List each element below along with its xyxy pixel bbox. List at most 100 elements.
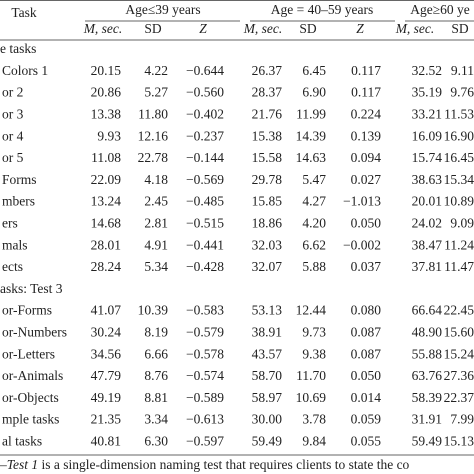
cell: −0.574 [186, 368, 224, 383]
cell: 8.81 [144, 390, 168, 405]
cell: 4.18 [144, 172, 168, 187]
row-label: or 5 [2, 150, 24, 165]
cell: 48.90 [412, 324, 443, 339]
cell: 15.85 [252, 194, 283, 209]
cell: 55.88 [412, 346, 443, 361]
cell: 59.49 [412, 433, 443, 448]
cell: −0.144 [186, 150, 224, 165]
row-label: ects [2, 259, 23, 274]
cell: 0.117 [351, 63, 381, 78]
row-label: mals [2, 237, 28, 252]
cell: 9.11 [451, 63, 474, 78]
cell: 9.84 [302, 433, 326, 448]
cell: 38.63 [412, 172, 443, 187]
cell: 41.07 [91, 303, 122, 318]
cell: −0.644 [186, 63, 224, 78]
row-label: or-Letters [2, 346, 55, 361]
cell: 8.19 [144, 324, 168, 339]
cell: 13.38 [91, 106, 122, 121]
row-label: or 3 [2, 106, 24, 121]
group-header: Age = 40–59 years [271, 2, 373, 17]
cell: 28.24 [91, 259, 122, 274]
cell: 15.24 [444, 346, 474, 361]
cell: 20.15 [91, 63, 122, 78]
cell: 11.53 [444, 106, 474, 121]
group-header: Age≤39 years [125, 2, 200, 17]
cell: 15.13 [444, 433, 474, 448]
cell: 32.07 [252, 259, 283, 274]
cell: 0.139 [351, 128, 382, 143]
cell: 0.050 [351, 368, 382, 383]
cell: 32.52 [412, 63, 442, 78]
cell: 0.087 [351, 324, 382, 339]
cell: 66.64 [412, 303, 443, 318]
cell: 34.56 [91, 346, 122, 361]
cell: 16.09 [412, 128, 443, 143]
cell: 12.44 [296, 303, 327, 318]
cell: 5.88 [302, 259, 326, 274]
row-label: mple tasks [2, 412, 59, 427]
cell: 59.49 [252, 433, 283, 448]
cell: 10.39 [138, 303, 169, 318]
cell: 11.08 [91, 150, 121, 165]
cell: 27.36 [444, 368, 474, 383]
cell: 15.58 [252, 150, 283, 165]
row-label: mbers [2, 194, 35, 209]
cell: 5.47 [302, 172, 326, 187]
cell: 9.73 [302, 324, 326, 339]
row-label: Colors 1 [2, 63, 48, 78]
cell: 21.76 [252, 106, 283, 121]
cell: 6.30 [144, 433, 168, 448]
cell: 26.37 [252, 63, 283, 78]
cell: −0.002 [343, 237, 381, 252]
cell: −0.441 [186, 237, 224, 252]
cell: −0.237 [186, 128, 224, 143]
subheader: SD [451, 21, 469, 36]
cell: 28.37 [252, 85, 283, 100]
cell: 15.60 [444, 324, 474, 339]
cell: 30.00 [252, 412, 283, 427]
cell: 4.20 [302, 215, 326, 230]
cell: 9.38 [302, 346, 326, 361]
cell: 15.34 [444, 172, 474, 187]
cell: 28.01 [91, 237, 121, 252]
cell: 11.47 [444, 259, 474, 274]
cell: 18.86 [252, 215, 283, 230]
cell: 3.34 [144, 412, 168, 427]
cell: 63.76 [412, 368, 443, 383]
cell: 47.79 [91, 368, 122, 383]
cell: 6.90 [302, 85, 326, 100]
cell: −1.013 [343, 194, 381, 209]
row-label: or-Objects [2, 390, 59, 405]
row-label: ers [2, 215, 18, 230]
cell: 24.02 [412, 215, 442, 230]
subheader: Z [199, 21, 207, 36]
cell: 12.16 [138, 128, 169, 143]
cell: 53.13 [252, 303, 283, 318]
row-label: or 2 [2, 85, 23, 100]
cell: 20.01 [412, 194, 442, 209]
row-label: or-Forms [2, 303, 52, 318]
row-label: Forms [2, 172, 37, 187]
cell: 16.45 [444, 150, 474, 165]
cell: 0.055 [351, 433, 382, 448]
cell: 37.81 [412, 259, 442, 274]
cell: 20.86 [91, 85, 122, 100]
cell: 0.087 [351, 346, 382, 361]
cell: −0.597 [186, 433, 224, 448]
cell: 4.91 [144, 237, 168, 252]
cell: 2.81 [144, 215, 168, 230]
cell: 10.69 [296, 390, 327, 405]
cell: 0.014 [351, 390, 382, 405]
subheader: M, sec. [243, 21, 283, 36]
cell: 9.76 [450, 85, 474, 100]
cell: 22.37 [444, 390, 474, 405]
row-label: or-Numbers [2, 324, 67, 339]
footnote-text: is a single-dimension naming test that r… [38, 457, 409, 472]
cell: 0.080 [351, 303, 382, 318]
cell: 13.24 [91, 194, 122, 209]
subheader: SD [144, 21, 162, 36]
cell: 35.19 [412, 85, 443, 100]
cell: −0.560 [186, 85, 224, 100]
